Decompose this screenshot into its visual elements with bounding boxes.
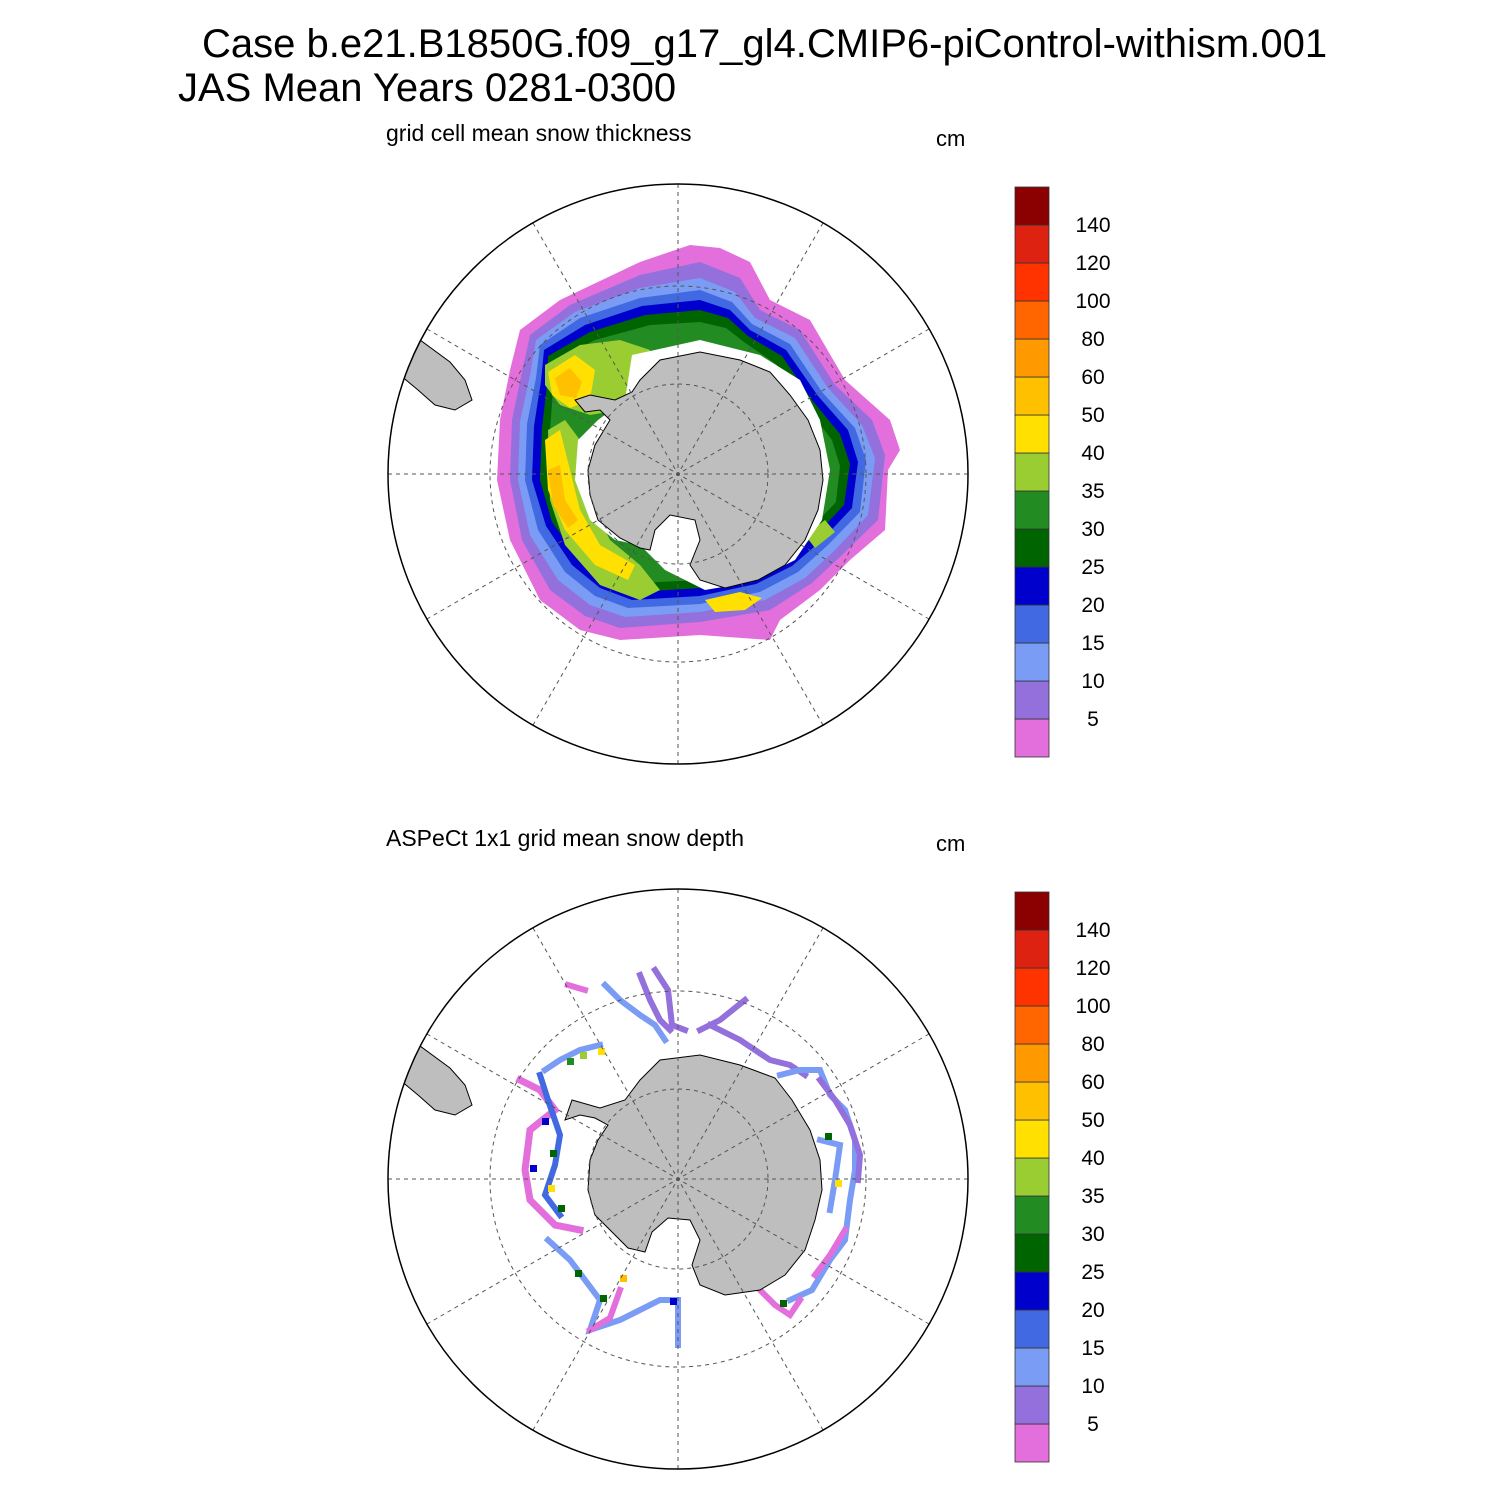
antarctica	[574, 351, 824, 589]
panel2-title: ASPeCt 1x1 grid mean snow depth	[386, 825, 744, 851]
antarctica	[564, 1054, 823, 1296]
colorbar-top-swatch-5	[1014, 528, 1050, 568]
colorbar-top-label-25: 25	[1081, 556, 1104, 579]
band-60-weddell	[555, 368, 582, 398]
aspect-snow-map	[387, 888, 969, 1470]
colorbar-top-label-120: 120	[1075, 252, 1110, 275]
colorbar-bottom-swatch-7	[1014, 1157, 1050, 1197]
colorbar-bottom-label-60: 60	[1081, 1071, 1104, 1094]
colorbar-bottom-label-100: 100	[1075, 995, 1110, 1018]
colorbar-bottom-swatch-1	[1014, 1385, 1050, 1425]
colorbar-bottom-swatch-3	[1014, 1309, 1050, 1349]
colorbar-top-swatch-9	[1014, 376, 1050, 416]
band-50-ross	[705, 592, 762, 612]
map1-content	[388, 245, 900, 640]
colorbar-top-swatch-3	[1014, 604, 1050, 644]
model-snow-map	[387, 183, 969, 765]
figure-title-period: JAS Mean Years 0281-0300	[178, 66, 677, 110]
colorbar-top-label-10: 10	[1081, 670, 1104, 693]
colorbar-bottom-swatch-5	[1014, 1233, 1050, 1273]
colorbar-bottom-swatch-9	[1014, 1081, 1050, 1121]
colorbar-bottom-label-5: 5	[1087, 1413, 1099, 1436]
colorbar-top-label-20: 20	[1081, 594, 1104, 617]
colorbar-top-swatch-4	[1014, 566, 1050, 606]
colorbar-bottom-swatch-14	[1014, 891, 1050, 931]
colorbar-top-swatch-6	[1014, 490, 1050, 530]
colorbar-top-swatch-12	[1014, 262, 1050, 302]
colorbar-top-swatch-10	[1014, 338, 1050, 378]
colorbar-top-label-80: 80	[1081, 328, 1104, 351]
colorbar-top-label-100: 100	[1075, 290, 1110, 313]
colorbar-top-swatch-8	[1014, 414, 1050, 454]
band-50-west	[545, 430, 635, 580]
colorbar-top-label-140: 140	[1075, 214, 1110, 237]
map1-graticule	[388, 184, 968, 764]
colorbar-top-label-30: 30	[1081, 518, 1104, 541]
colorbar-top: 5 10 15 20 25 30 35 40 50 60 80 100 120 140	[1014, 186, 1111, 758]
colorbar-bottom-swatch-10	[1014, 1043, 1050, 1083]
colorbar-top-label-40: 40	[1081, 442, 1104, 465]
colorbar-bottom-swatch-13	[1014, 929, 1050, 969]
colorbar-bottom-label-140: 140	[1075, 919, 1110, 942]
colorbar-bottom-swatch-4	[1014, 1271, 1050, 1311]
colorbar-bottom-swatch-2	[1014, 1347, 1050, 1387]
panel1-title: grid cell mean snow thickness	[386, 120, 692, 146]
colorbar-bottom-swatch-11	[1014, 1005, 1050, 1045]
colorbar-top-swatch-14	[1014, 186, 1050, 226]
colorbar-bottom-label-120: 120	[1075, 957, 1110, 980]
band-40-west	[548, 420, 660, 600]
colorbar-bottom-swatch-12	[1014, 967, 1050, 1007]
colorbar-bottom-label-10: 10	[1081, 1375, 1104, 1398]
colorbar-bottom-label-40: 40	[1081, 1147, 1104, 1170]
colorbar-top-label-5: 5	[1087, 708, 1099, 731]
colorbar-bottom-label-25: 25	[1081, 1261, 1104, 1284]
map2-content	[388, 965, 864, 1348]
band-40-east	[805, 520, 835, 548]
colorbar-top-label-15: 15	[1081, 632, 1104, 655]
figure-title-case: Case b.e21.B1850G.f09_g17_gl4.CMIP6-piCo…	[202, 22, 1328, 66]
colorbar-top-swatch-11	[1014, 300, 1050, 340]
ship-tracks	[515, 965, 864, 1348]
colorbar-bottom: 5 10 15 20 25 30 35 40 50 60 80 100 120 140	[1014, 891, 1111, 1463]
colorbar-bottom-label-15: 15	[1081, 1337, 1104, 1360]
colorbar-bottom-label-20: 20	[1081, 1299, 1104, 1322]
colorbar-bottom-swatch-0	[1014, 1423, 1050, 1463]
colorbar-top-label-60: 60	[1081, 366, 1104, 389]
panel1-units: cm	[936, 126, 966, 151]
colorbar-top-label-50: 50	[1081, 404, 1104, 427]
colorbar-bottom-label-50: 50	[1081, 1109, 1104, 1132]
colorbar-bottom-swatch-6	[1014, 1195, 1050, 1235]
colorbar-top-swatch-7	[1014, 452, 1050, 492]
colorbar-top-swatch-13	[1014, 224, 1050, 264]
colorbar-top-swatch-2	[1014, 642, 1050, 682]
obs-markers	[530, 1048, 842, 1307]
band-60-west	[548, 465, 578, 528]
colorbar-top-swatch-0	[1014, 718, 1050, 758]
colorbar-bottom-label-30: 30	[1081, 1223, 1104, 1246]
panel2-units: cm	[936, 831, 966, 856]
colorbar-top-label-35: 35	[1081, 480, 1104, 503]
colorbar-bottom-swatch-8	[1014, 1119, 1050, 1159]
colorbar-top-swatch-1	[1014, 680, 1050, 720]
colorbar-bottom-label-80: 80	[1081, 1033, 1104, 1056]
colorbar-bottom-label-35: 35	[1081, 1185, 1104, 1208]
map2-border	[387, 888, 969, 1470]
map1-border	[387, 183, 969, 765]
map2-graticule	[388, 889, 968, 1469]
